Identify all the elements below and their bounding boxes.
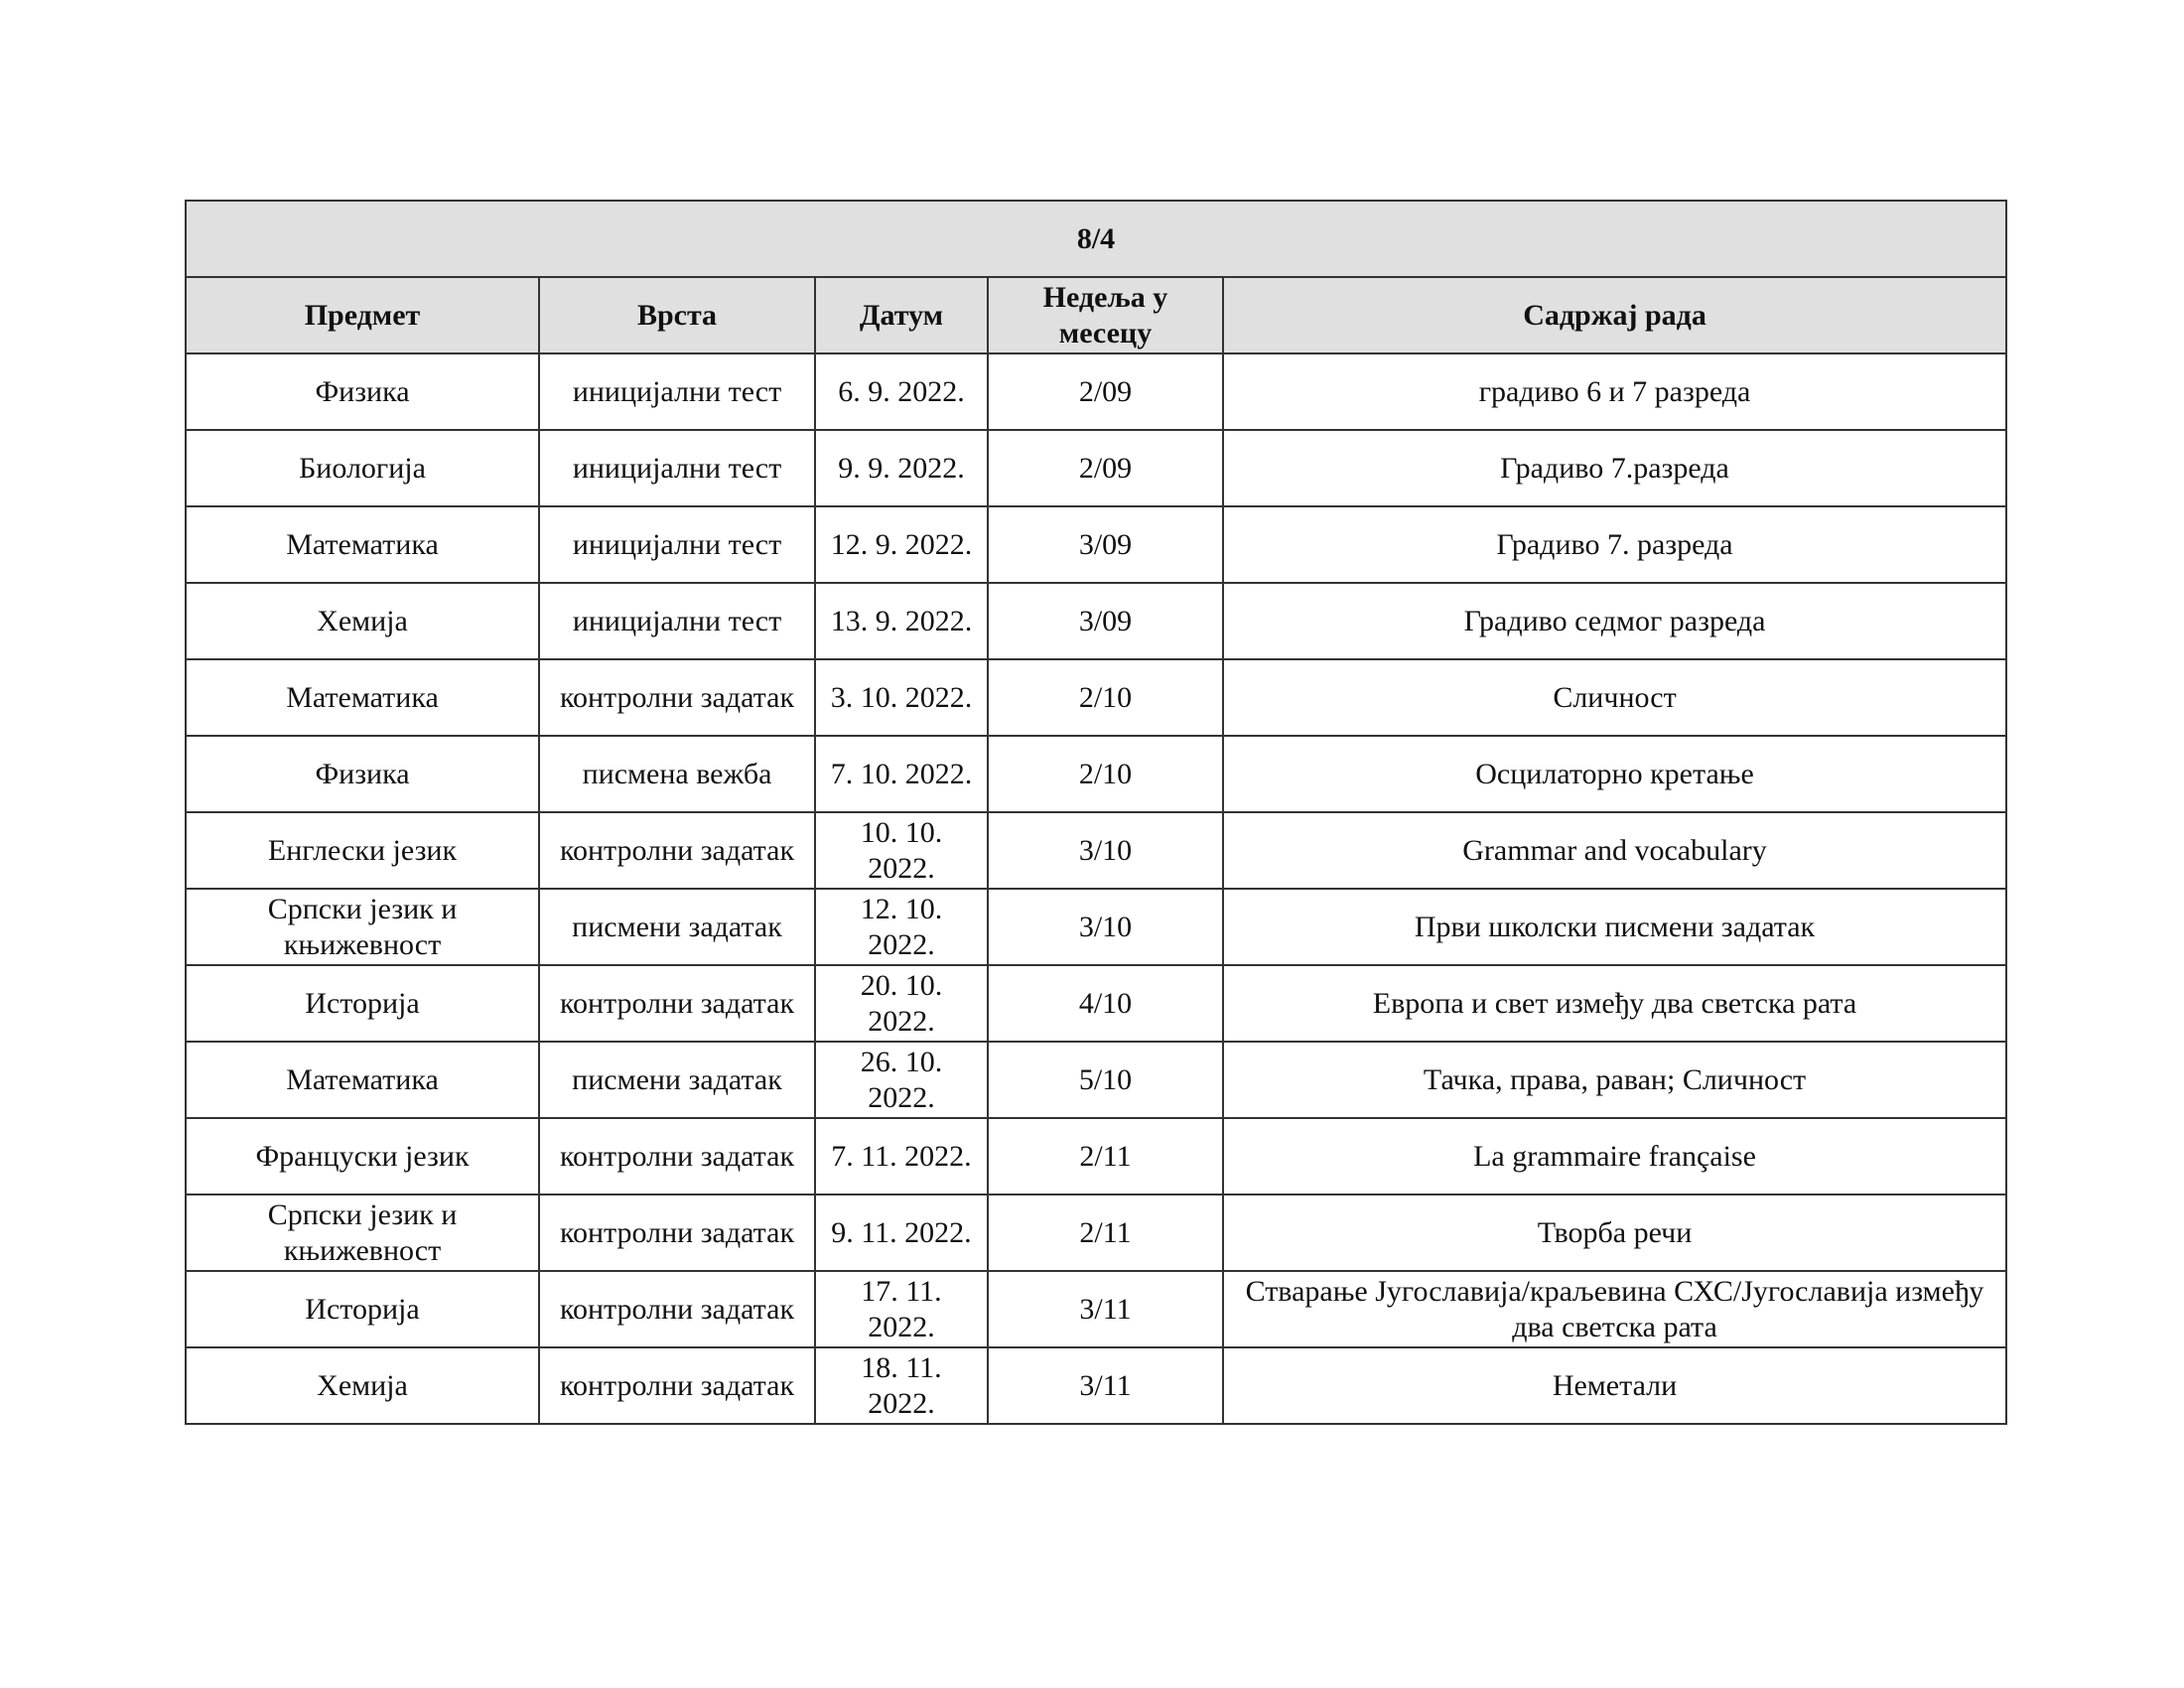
subject-cell: Историја: [185, 1270, 540, 1348]
type-cell: иницијални тест: [538, 352, 816, 431]
week-cell: 2/11: [987, 1194, 1224, 1272]
date-cell: 17. 11. 2022.: [814, 1270, 989, 1348]
subject-cell: Енглески језик: [185, 811, 540, 890]
subject-cell: Математика: [185, 1041, 540, 1119]
content-cell: Творба речи: [1221, 1194, 2008, 1272]
table-row: Математика контролни задатак 3. 10. 2022. 2…: [185, 658, 2008, 737]
column-header-date: Датум: [814, 276, 989, 354]
date-cell: 12. 9. 2022.: [814, 505, 989, 584]
type-cell: контролни задатак: [538, 1194, 816, 1272]
column-header-type: Врста: [538, 276, 816, 354]
type-cell: контролни задатак: [538, 964, 816, 1043]
content-cell: Градиво 7. разреда: [1221, 505, 2008, 584]
type-cell: контролни задатак: [538, 1270, 816, 1348]
type-cell: иницијални тест: [538, 505, 816, 584]
week-cell: 2/09: [987, 352, 1224, 431]
week-cell: 3/11: [987, 1346, 1224, 1425]
subject-cell: Хемија: [185, 1346, 540, 1425]
week-cell: 2/11: [987, 1117, 1224, 1196]
column-header-week: Недеља у месецу: [987, 276, 1224, 354]
table-row: Француски језик контролни задатак 7. 11. 2…: [185, 1117, 2008, 1196]
subject-cell: Хемија: [185, 582, 540, 660]
date-cell: 20. 10. 2022.: [814, 964, 989, 1043]
type-cell: иницијални тест: [538, 582, 816, 660]
table-row: Српски језик и књижевност писмени задатак…: [185, 888, 2008, 966]
week-cell: 3/10: [987, 888, 1224, 966]
content-cell: Grammar and vocabulary: [1221, 811, 2008, 890]
content-cell: Градиво седмог разреда: [1221, 582, 2008, 660]
subject-cell: Француски језик: [185, 1117, 540, 1196]
table-row: Хемија контролни задатак 18. 11. 2022. 3/11…: [185, 1346, 2008, 1425]
week-cell: 5/10: [987, 1041, 1224, 1119]
content-cell: Први школски писмени задатак: [1221, 888, 2008, 966]
content-cell: градиво 6 и 7 разреда: [1221, 352, 2008, 431]
type-cell: контролни задатак: [538, 1346, 816, 1425]
date-cell: 18. 11. 2022.: [814, 1346, 989, 1425]
column-header-content: Садржај рада: [1221, 276, 2008, 354]
date-cell: 13. 9. 2022.: [814, 582, 989, 660]
subject-cell: Историја: [185, 964, 540, 1043]
date-cell: 9. 11. 2022.: [814, 1194, 989, 1272]
date-cell: 7. 11. 2022.: [814, 1117, 989, 1196]
type-cell: писмени задатак: [538, 888, 816, 966]
class-title-row: 8/4: [184, 200, 2008, 278]
week-cell: 4/10: [987, 964, 1224, 1043]
date-cell: 10. 10. 2022.: [814, 811, 989, 890]
schedule-body: Физика иницијални тест 6. 9. 2022. 2/09 град…: [185, 352, 2008, 1425]
week-cell: 2/10: [987, 735, 1224, 813]
content-cell: Градиво 7.разреда: [1221, 429, 2008, 507]
schedule-table: 8/4 Предмет Врста Датум Недеља у месецу …: [184, 200, 2008, 1425]
table-row: Физика иницијални тест 6. 9. 2022. 2/09 град…: [185, 352, 2008, 431]
table-row: Физика писмена вежба 7. 10. 2022. 2/10 Осцил…: [185, 735, 2008, 813]
table-row: Српски језик и књижевност контролни задат…: [185, 1194, 2008, 1272]
type-cell: контролни задатак: [538, 1117, 816, 1196]
date-cell: 6. 9. 2022.: [814, 352, 989, 431]
type-cell: иницијални тест: [538, 429, 816, 507]
content-cell: La grammaire française: [1221, 1117, 2008, 1196]
table-row: Математика иницијални тест 12. 9. 2022. 3/0…: [185, 505, 2008, 584]
week-cell: 3/10: [987, 811, 1224, 890]
type-cell: контролни задатак: [538, 658, 816, 737]
subject-cell: Биологија: [185, 429, 540, 507]
table-row: Историја контролни задатак 20. 10. 2022. 4/…: [185, 964, 2008, 1043]
class-title: 8/4: [184, 200, 2008, 278]
content-cell: Тачка, права, раван; Сличност: [1221, 1041, 2008, 1119]
type-cell: писмена вежба: [538, 735, 816, 813]
week-cell: 3/11: [987, 1270, 1224, 1348]
table-row: Енглески језик контролни задатак 10. 10. 2…: [185, 811, 2008, 890]
week-cell: 3/09: [987, 582, 1224, 660]
column-header-subject: Предмет: [185, 276, 540, 354]
subject-cell: Физика: [185, 735, 540, 813]
header-row: Предмет Врста Датум Недеља у месецу Садр…: [185, 276, 2008, 354]
week-cell: 2/09: [987, 429, 1224, 507]
content-cell: Осцилаторно кретање: [1221, 735, 2008, 813]
subject-cell: Физика: [185, 352, 540, 431]
table-row: Биологија иницијални тест 9. 9. 2022. 2/09 Г…: [185, 429, 2008, 507]
subject-cell: Српски језик и књижевност: [185, 1194, 540, 1272]
date-cell: 7. 10. 2022.: [814, 735, 989, 813]
subject-cell: Српски језик и књижевност: [185, 888, 540, 966]
type-cell: писмени задатак: [538, 1041, 816, 1119]
date-cell: 9. 9. 2022.: [814, 429, 989, 507]
content-cell: Сличност: [1221, 658, 2008, 737]
date-cell: 3. 10. 2022.: [814, 658, 989, 737]
week-cell: 3/09: [987, 505, 1224, 584]
date-cell: 12. 10. 2022.: [814, 888, 989, 966]
content-cell: Европа и свет између два светска рата: [1221, 964, 2008, 1043]
table-row: Математика писмени задатак 26. 10. 2022. 5/…: [185, 1041, 2008, 1119]
week-cell: 2/10: [987, 658, 1224, 737]
table-row: Хемија иницијални тест 13. 9. 2022. 3/09 Гра…: [185, 582, 2008, 660]
date-cell: 26. 10. 2022.: [814, 1041, 989, 1119]
content-cell: Стварање Југославија/краљевина СХС/Југос…: [1221, 1270, 2008, 1348]
type-cell: контролни задатак: [538, 811, 816, 890]
subject-cell: Математика: [185, 658, 540, 737]
table-row: Историја контролни задатак 17. 11. 2022. 3/…: [185, 1270, 2008, 1348]
content-cell: Неметали: [1221, 1346, 2008, 1425]
subject-cell: Математика: [185, 505, 540, 584]
